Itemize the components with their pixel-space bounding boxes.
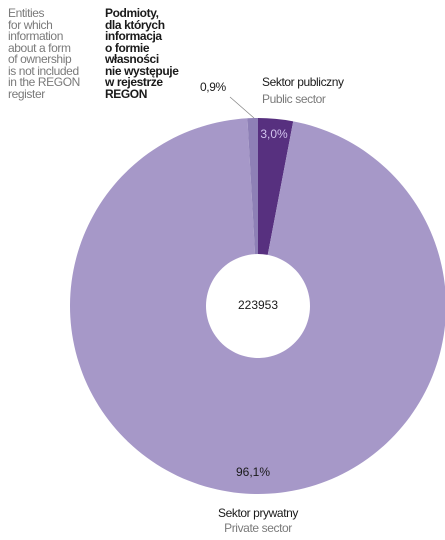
donut-slice: [70, 118, 445, 494]
label-pl: Podmioty, dla których informacja o formi…: [105, 6, 179, 101]
total-label: 223953: [238, 298, 278, 312]
value-label: 0,9%: [200, 80, 226, 94]
label-pl: Sektor prywatny: [217, 506, 299, 520]
label-en: Private sector: [224, 521, 292, 535]
label-en: Public sector: [262, 92, 326, 106]
value-label: 96,1%: [236, 465, 270, 479]
donut-slice: [247, 118, 258, 255]
label-pl: Sektor publiczny: [262, 75, 344, 89]
value-label: 3,0%: [260, 127, 288, 141]
label-en: Entities for which information about a f…: [8, 6, 80, 101]
leader-line: [229, 96, 255, 119]
donut-slice: [258, 118, 294, 255]
